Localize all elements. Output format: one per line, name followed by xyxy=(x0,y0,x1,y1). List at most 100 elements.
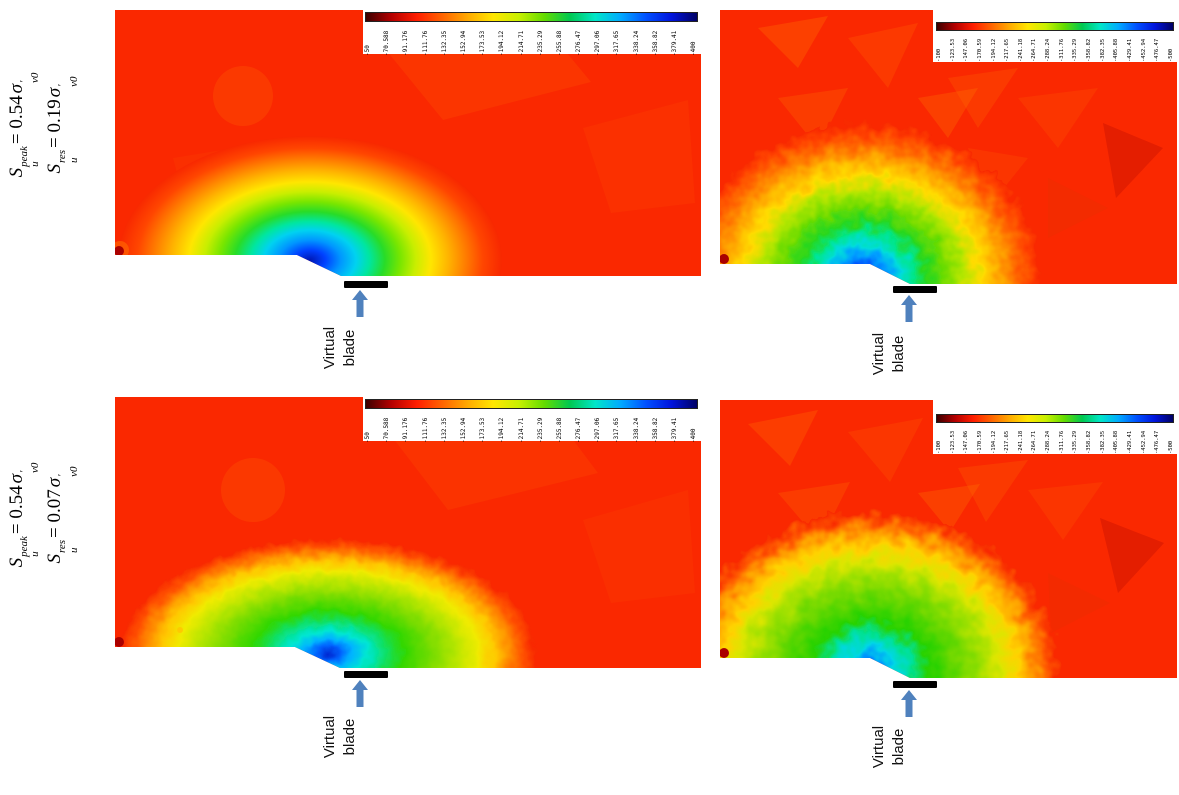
dark-facet xyxy=(1103,123,1163,198)
legend-tick: -379.41 xyxy=(671,30,678,56)
math-sup: res xyxy=(55,539,68,554)
math-eq: = 0.19 xyxy=(44,99,66,148)
legend-tick: -288.24 xyxy=(1045,38,1052,62)
legend-tick: -235.29 xyxy=(536,30,544,56)
legend-tick: -405.88 xyxy=(1113,38,1120,62)
legend-tick: -255.88 xyxy=(555,30,563,56)
legend-tick: -194.12 xyxy=(990,38,997,62)
legend-tick: -194.12 xyxy=(498,30,506,56)
dark-facet xyxy=(1100,518,1164,593)
arrow-up-icon xyxy=(352,680,368,707)
math-sigma: σ xyxy=(44,477,66,488)
math-sup: res xyxy=(55,149,68,164)
math-sub: v0 xyxy=(29,462,42,474)
stress-concentration-dot xyxy=(720,648,729,658)
math-supsub: peak u xyxy=(18,536,42,557)
math-var: S xyxy=(6,557,27,568)
contour-panel-bottom-right: -100 -123.53 -147.06 -170.59 -194.12 -217.65-… xyxy=(718,398,1179,690)
stress-concentration-dot xyxy=(115,246,124,256)
virtual-blade-bar xyxy=(893,681,937,688)
math-sigma: σ xyxy=(44,87,66,98)
legend-tick: -91.176 xyxy=(402,30,410,56)
math-supsub: res u xyxy=(55,149,80,164)
legend-tick: -338.24 xyxy=(632,417,640,443)
legend-tick: -288.24 xyxy=(1045,430,1052,454)
legend-tick: -173.53 xyxy=(479,30,487,56)
contour-field xyxy=(115,397,701,668)
math-supsub: peak u xyxy=(18,146,42,167)
contour-bullseye xyxy=(120,539,536,668)
legend-tick: -100 xyxy=(936,440,942,454)
legend-tick: -70.588 xyxy=(383,30,391,56)
math-sigma: σ xyxy=(6,474,27,484)
virtual-blade-bar xyxy=(344,281,388,288)
virtual-blade-bar xyxy=(893,286,937,293)
virtual-blade-label: Virtual blade xyxy=(320,304,362,392)
contour-panel-top-right: -100 -123.53 -147.06 -170.59 -194.12 -217.65-… xyxy=(718,8,1179,300)
legend-tick: -476.47 xyxy=(1154,38,1161,62)
legend-tick: -276.47 xyxy=(575,417,583,443)
virtual-blade-label-line1: Virtual xyxy=(321,326,338,370)
legend-tick-labels: -100 -123.53 -147.06 -170.59 -194.12 -217.65-… xyxy=(934,32,1176,62)
math-var: S xyxy=(44,554,66,564)
virtual-blade-label-line1: Virtual xyxy=(870,332,887,376)
legend-tick: -500 xyxy=(1167,48,1174,62)
math-eq: = 0.07 xyxy=(44,489,66,538)
math-prime: ′ xyxy=(55,474,68,477)
contour-domain xyxy=(115,397,701,668)
legend-tick: -241.18 xyxy=(1017,430,1024,454)
legend-tick: -70.588 xyxy=(383,417,391,443)
legend-tick: -147.06 xyxy=(963,430,970,454)
contour-legend: -100 -123.53 -147.06 -170.59 -194.12 -217.65-… xyxy=(934,412,1176,454)
legend-tick: -317.65 xyxy=(613,30,621,56)
virtual-blade-label-line1: Virtual xyxy=(870,725,887,769)
legend-tick: -264.71 xyxy=(1031,38,1038,62)
math-sub: u xyxy=(29,161,42,167)
legend-tick: -111.76 xyxy=(421,30,429,56)
legend-tick: -297.06 xyxy=(594,30,602,56)
legend-tick: -500 xyxy=(1167,440,1174,454)
virtual-blade-label-line2: blade xyxy=(890,335,907,373)
stress-concentration-dot xyxy=(115,637,124,647)
legend-colorbar xyxy=(936,22,1174,31)
legend-tick: -400 xyxy=(690,428,698,443)
math-sub: v0 xyxy=(29,72,42,84)
legend-colorbar xyxy=(365,399,698,409)
legend-tick: -111.76 xyxy=(421,417,429,443)
legend-tick: -311.76 xyxy=(1058,38,1065,62)
legend-tick: -50 xyxy=(364,432,371,443)
math-sub: u xyxy=(67,157,80,164)
math-supsub: ′ v0 xyxy=(55,466,80,477)
virtual-blade-label-line2: blade xyxy=(890,728,907,766)
math-sigma: σ xyxy=(6,84,27,94)
arrow-up-icon xyxy=(352,290,368,317)
legend-tick: -335.29 xyxy=(1072,38,1079,62)
legend-tick: -476.47 xyxy=(1154,430,1161,454)
legend-tick: -317.65 xyxy=(613,417,621,443)
math-sub: u xyxy=(29,551,42,557)
legend-tick: -241.18 xyxy=(1017,38,1024,62)
legend-tick: -400 xyxy=(690,41,698,56)
legend-tick: -452.94 xyxy=(1140,430,1147,454)
math-supsub: ′ v0 xyxy=(18,462,42,474)
legend-tick: -276.47 xyxy=(575,30,583,56)
legend-tick: -217.65 xyxy=(1004,430,1011,454)
contour-legend: -50 -70.588 -91.176 -111.76 -132.35 -152.94 -1… xyxy=(363,397,700,443)
legend-tick: -358.82 xyxy=(651,417,659,443)
contour-bullseye xyxy=(118,136,502,276)
math-supsub: ′ v0 xyxy=(18,72,42,84)
virtual-blade-label-line2: blade xyxy=(341,718,358,756)
math-supsub: ′ v0 xyxy=(56,76,80,86)
arrow-up-icon xyxy=(901,690,917,717)
legend-tick: -379.41 xyxy=(671,417,678,443)
legend-tick: -358.82 xyxy=(651,30,659,56)
virtual-blade-label: Virtual blade xyxy=(320,693,362,781)
legend-tick: -255.88 xyxy=(555,417,563,443)
arrow-up-icon xyxy=(901,295,917,322)
legend-tick: -235.29 xyxy=(536,417,544,443)
virtual-blade-bar xyxy=(344,671,388,678)
